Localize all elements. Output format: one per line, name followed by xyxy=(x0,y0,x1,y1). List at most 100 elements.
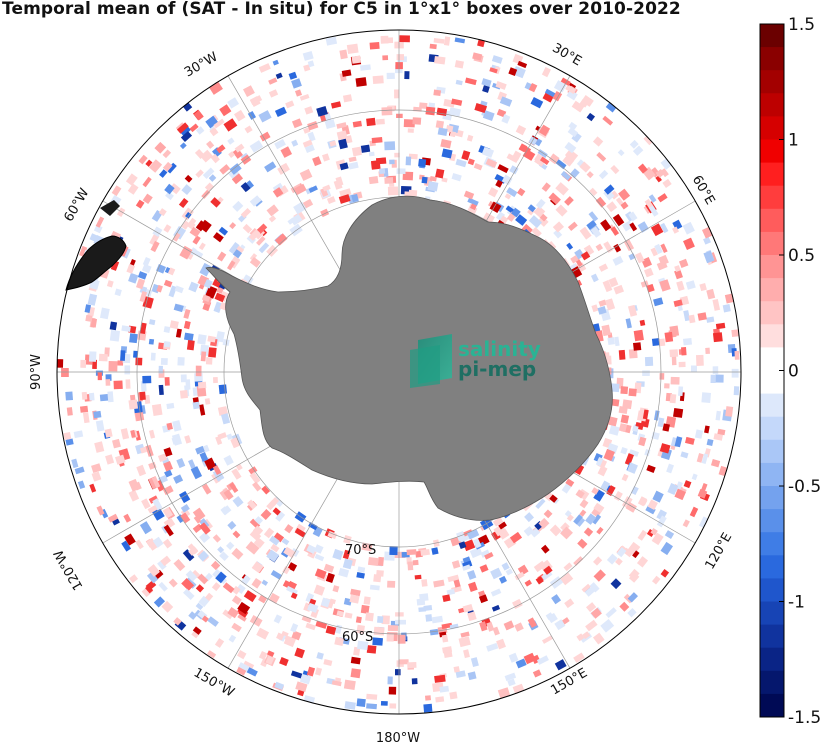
data-cell xyxy=(130,394,136,402)
data-cell xyxy=(199,522,211,535)
data-cell xyxy=(187,543,199,555)
data-cell xyxy=(256,236,266,246)
data-cell xyxy=(323,659,333,666)
data-cell xyxy=(233,109,246,122)
data-cell xyxy=(202,167,215,179)
data-cell xyxy=(627,607,637,618)
data-cell xyxy=(583,244,595,256)
data-cell xyxy=(564,510,572,518)
data-cell xyxy=(291,630,302,641)
data-cell xyxy=(597,306,607,315)
data-cell xyxy=(182,102,193,112)
data-cell xyxy=(620,386,629,395)
data-cell xyxy=(272,507,281,516)
data-cell xyxy=(222,339,230,346)
data-cell xyxy=(605,607,617,618)
data-cell xyxy=(180,374,187,383)
data-cell xyxy=(163,326,171,333)
data-cell xyxy=(192,401,200,410)
data-cell xyxy=(491,604,501,612)
data-cell xyxy=(215,330,225,343)
data-cell xyxy=(222,609,234,620)
data-cell xyxy=(473,538,482,549)
data-cell xyxy=(274,681,285,690)
data-cell xyxy=(638,436,647,447)
data-cell xyxy=(644,356,654,367)
data-cell xyxy=(293,183,307,196)
colorbar-segment xyxy=(760,486,784,510)
data-cell xyxy=(626,462,638,474)
data-cell xyxy=(549,524,562,537)
data-cell xyxy=(554,659,567,671)
data-cell xyxy=(386,633,394,642)
data-cell xyxy=(515,658,527,669)
data-cell xyxy=(610,578,622,590)
data-cell xyxy=(403,119,415,128)
data-cell xyxy=(369,42,380,50)
data-cell xyxy=(451,98,463,106)
data-cell xyxy=(683,480,692,489)
data-cell xyxy=(418,158,427,168)
data-cell xyxy=(643,135,653,146)
data-cell xyxy=(387,625,399,632)
data-cell xyxy=(491,55,503,64)
data-cell xyxy=(258,242,270,254)
colorbar-segment xyxy=(760,624,784,649)
data-cell xyxy=(369,584,380,591)
data-cell xyxy=(637,529,648,541)
data-cell xyxy=(612,255,624,266)
data-cell xyxy=(352,120,362,128)
data-cell xyxy=(577,538,588,549)
colorbar-segment xyxy=(760,324,784,348)
data-cell xyxy=(149,233,160,246)
data-cell xyxy=(734,350,740,360)
data-cell xyxy=(539,559,553,573)
data-cell xyxy=(215,436,223,445)
data-cell xyxy=(560,170,571,181)
data-cell xyxy=(564,148,579,162)
colorbar-segment xyxy=(760,462,784,487)
data-cell xyxy=(581,583,591,593)
data-cell xyxy=(307,131,316,142)
data-cell xyxy=(232,495,244,508)
data-cell xyxy=(189,247,197,256)
data-cell xyxy=(660,541,674,556)
data-cell xyxy=(232,200,244,212)
data-cell xyxy=(710,458,721,468)
data-cell xyxy=(211,147,222,158)
data-cell xyxy=(490,588,502,597)
data-cell xyxy=(141,263,152,274)
data-cell xyxy=(121,540,132,552)
data-cell xyxy=(620,446,628,455)
data-cell xyxy=(380,700,388,706)
data-cell xyxy=(445,125,454,133)
lat-label-60s: 60°S xyxy=(342,630,373,645)
data-cell xyxy=(164,469,173,478)
data-cell xyxy=(338,567,350,578)
data-cell xyxy=(166,422,173,431)
data-cell xyxy=(192,235,201,245)
data-cell xyxy=(109,329,121,342)
data-cell xyxy=(722,304,731,313)
data-cell xyxy=(698,516,708,528)
data-cell xyxy=(217,251,227,262)
colorbar-segment xyxy=(760,509,784,533)
data-cell xyxy=(237,601,251,615)
data-cell xyxy=(151,476,161,489)
data-cell xyxy=(509,531,523,544)
data-cell xyxy=(629,222,638,232)
data-cell xyxy=(342,549,351,560)
colorbar-segment xyxy=(760,416,784,441)
data-cell xyxy=(212,465,222,476)
data-cell xyxy=(286,585,298,595)
data-cell xyxy=(162,538,173,549)
data-cell xyxy=(496,108,507,118)
data-cell xyxy=(489,67,498,74)
data-cell xyxy=(645,505,656,515)
data-cell xyxy=(315,620,328,629)
data-cell xyxy=(470,203,477,211)
data-cell xyxy=(571,132,582,143)
data-cell xyxy=(227,97,240,109)
data-cell xyxy=(703,250,715,264)
data-cell xyxy=(399,35,410,43)
